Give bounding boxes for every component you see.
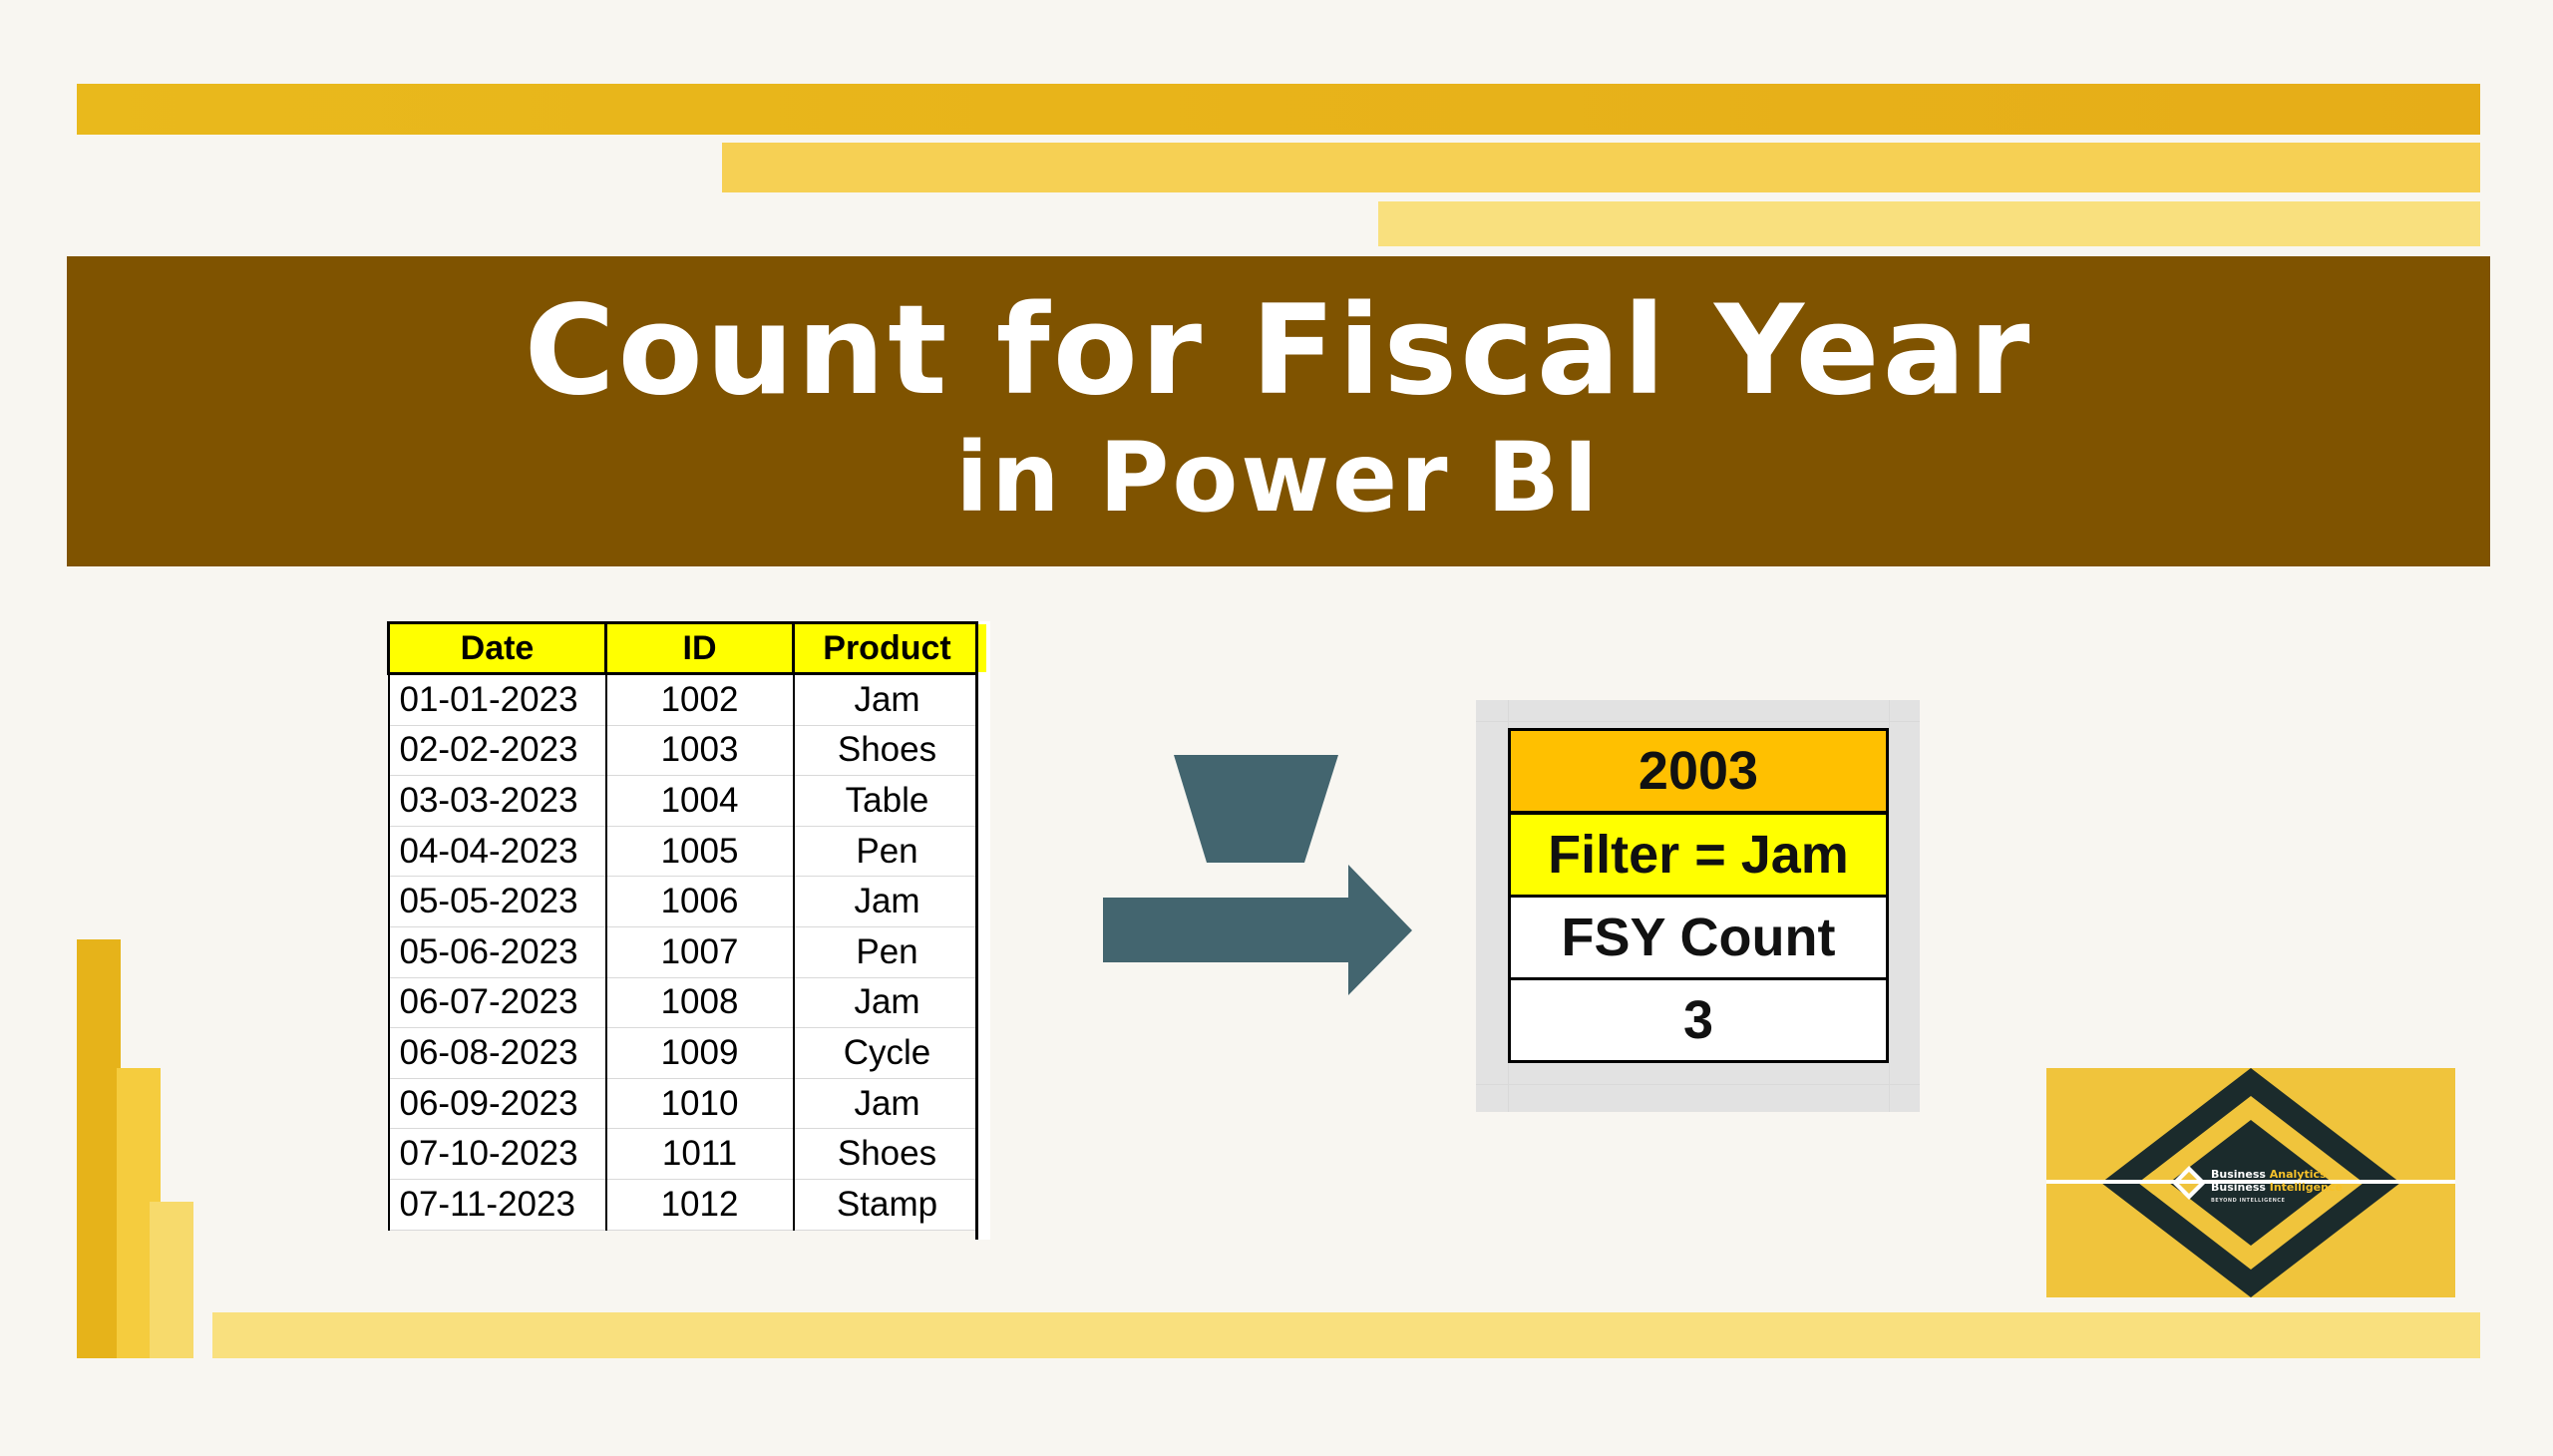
cell-product: Pen <box>792 926 982 978</box>
bottom-gold-bar <box>212 1312 2480 1358</box>
grid-line <box>1508 700 1509 1112</box>
funnel-icon <box>1174 755 1338 863</box>
table-row: 05-06-2023 1007 Pen <box>387 926 982 978</box>
table-row: 06-09-2023 1010 Jam <box>387 1078 982 1130</box>
cell-id: 1003 <box>604 725 795 777</box>
cell-date: 07-10-2023 <box>387 1128 607 1180</box>
table-cut-edge-header <box>978 624 986 672</box>
brand-logo: Business Analytics Business Intelligence… <box>2046 1068 2455 1297</box>
page-subtitle: in Power BI <box>955 422 1602 534</box>
filter-row: Filter = Jam <box>1508 811 1889 898</box>
value-row: 3 <box>1508 977 1889 1063</box>
header-product: Product <box>792 621 982 675</box>
table-row: 06-08-2023 1009 Cycle <box>387 1027 982 1079</box>
cell-date: 03-03-2023 <box>387 775 607 827</box>
fiscal-year-cell: 2003 <box>1508 728 1889 815</box>
cell-product: Cycle <box>792 1027 982 1079</box>
source-data-table: Date ID Product 01-01-2023 1002 Jam 02-02-2… <box>387 621 982 1231</box>
page-title: Count for Fiscal Year <box>524 279 2033 423</box>
cell-product: Jam <box>792 876 982 927</box>
cell-id: 1004 <box>604 775 795 827</box>
cell-id: 1005 <box>604 826 795 878</box>
cell-date: 07-11-2023 <box>387 1179 607 1231</box>
middle-gold-bar <box>722 143 2480 192</box>
cell-product: Jam <box>792 977 982 1029</box>
logo-line1-b: Analytics <box>2269 1168 2327 1181</box>
logo-text: Business Analytics Business Intelligence… <box>2211 1168 2380 1208</box>
grid-line <box>1889 700 1890 1112</box>
table-row: 05-05-2023 1006 Jam <box>387 876 982 927</box>
title-banner: Count for Fiscal Year in Power BI <box>67 256 2490 566</box>
cell-product: Jam <box>792 673 982 726</box>
cell-date: 06-08-2023 <box>387 1027 607 1079</box>
cell-product: Shoes <box>792 1128 982 1180</box>
filter-arrow-graphic <box>1103 755 1412 995</box>
cell-product: Table <box>792 775 982 827</box>
count-label-cell: FSY Count <box>1508 895 1889 979</box>
table-row: 02-02-2023 1003 Shoes <box>387 725 982 777</box>
short-gold-bar <box>1378 201 2480 246</box>
cell-product: Shoes <box>792 725 982 777</box>
logo-line1-a: Business <box>2211 1168 2270 1181</box>
table-row: 01-01-2023 1002 Jam <box>387 673 982 726</box>
table-row: 07-10-2023 1011 Shoes <box>387 1128 982 1180</box>
cell-date: 06-07-2023 <box>387 977 607 1029</box>
cell-id: 1006 <box>604 876 795 927</box>
cell-id: 1008 <box>604 977 795 1029</box>
cell-id: 1012 <box>604 1179 795 1231</box>
logo-line2-a: Business <box>2211 1181 2270 1194</box>
cell-product: Stamp <box>792 1179 982 1231</box>
cell-date: 04-04-2023 <box>387 826 607 878</box>
table-row: 04-04-2023 1005 Pen <box>387 826 982 878</box>
year-row: 2003 <box>1508 728 1889 815</box>
grid-line <box>1476 721 1920 722</box>
header-date: Date <box>387 621 607 675</box>
result-panel: 2003 Filter = Jam FSY Count 3 <box>1476 700 1920 1112</box>
logo-line2-b: Intelligence <box>2269 1181 2343 1194</box>
right-arrow-icon <box>1103 865 1412 995</box>
grid-line <box>1476 1084 1920 1085</box>
cell-date: 02-02-2023 <box>387 725 607 777</box>
cell-id: 1002 <box>604 673 795 726</box>
table-header-row: Date ID Product <box>387 621 982 675</box>
table-row: 03-03-2023 1004 Table <box>387 775 982 827</box>
decor-pillar-tall <box>77 939 121 1358</box>
table-cut-edge <box>975 621 990 1240</box>
table-row: 07-11-2023 1012 Stamp <box>387 1179 982 1231</box>
decor-pillar-short <box>150 1202 193 1358</box>
cell-id: 1009 <box>604 1027 795 1079</box>
header-id: ID <box>604 621 795 675</box>
cell-product: Jam <box>792 1078 982 1130</box>
table-row: 06-07-2023 1008 Jam <box>387 977 982 1029</box>
cell-date: 06-09-2023 <box>387 1078 607 1130</box>
logo-tagline: BEYOND INTELLIGENCE <box>2211 1198 2286 1204</box>
top-gold-bar <box>77 84 2480 135</box>
logo-divider <box>2046 1180 2455 1184</box>
filter-cell: Filter = Jam <box>1508 811 1889 898</box>
cell-product: Pen <box>792 826 982 878</box>
label-row: FSY Count <box>1508 895 1889 979</box>
cell-id: 1007 <box>604 926 795 978</box>
cell-id: 1010 <box>604 1078 795 1130</box>
count-value-cell: 3 <box>1508 977 1889 1063</box>
cell-date: 05-05-2023 <box>387 876 607 927</box>
cell-date: 01-01-2023 <box>387 673 607 726</box>
result-table: 2003 Filter = Jam FSY Count 3 <box>1508 728 1889 1063</box>
cell-id: 1011 <box>604 1128 795 1180</box>
cell-date: 05-06-2023 <box>387 926 607 978</box>
